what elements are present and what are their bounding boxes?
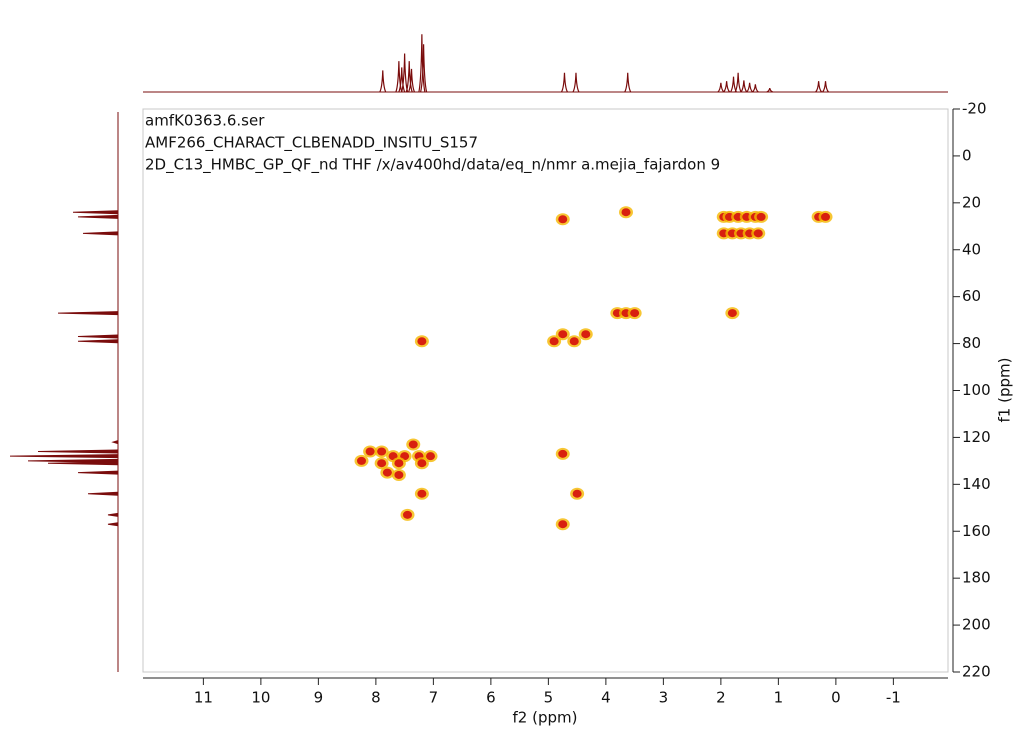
cross-peak [756, 212, 766, 221]
cross-peak [408, 440, 418, 449]
f1-projection-peak [57, 311, 119, 316]
f1-projection-peak [72, 210, 119, 215]
y-tick-label: 180 [962, 569, 991, 587]
f2-projection-peak [405, 61, 413, 93]
cross-peak [558, 449, 568, 458]
header-line: AMF266_CHARACT_CLBENADD_INSITU_S157 [145, 134, 478, 153]
f1-projection-peak [87, 491, 119, 496]
f1-projection-peak [77, 470, 119, 475]
f2-projection-peak [418, 34, 426, 93]
f2-projection-peak [730, 76, 738, 93]
f1-projection-peak [47, 461, 119, 466]
f2-projection-peak [420, 44, 428, 93]
x-tick-label: 4 [601, 689, 611, 707]
f1-projection-peak [82, 231, 119, 236]
cross-peak [426, 452, 435, 461]
cross-peak [621, 208, 631, 217]
f2-projection-peak [740, 80, 748, 93]
f2-projection-peak [752, 84, 759, 93]
y-tick-label: 200 [962, 616, 991, 634]
f1-projection-peak [9, 454, 119, 459]
f2-projection-peak [723, 81, 731, 93]
f1-projection-peak [37, 449, 119, 454]
f2-projection-peak [746, 82, 754, 93]
y-tick-label: 20 [962, 193, 981, 211]
y-tick-label: 100 [962, 381, 991, 399]
cross-peak [377, 459, 387, 468]
cross-peak [382, 468, 392, 477]
header-line: amfK0363.6.ser [145, 112, 265, 130]
f2-projection-peak [717, 82, 725, 93]
y-tick-label: 160 [962, 522, 991, 540]
x-tick-label: 5 [544, 689, 554, 707]
x-tick-label: 7 [429, 689, 439, 707]
cross-peak [417, 337, 427, 346]
f1-projection-peak [111, 440, 119, 445]
f1-projection-peak [107, 522, 119, 527]
cross-peak [394, 470, 404, 479]
f1-projection-peak [77, 334, 119, 339]
x-tick-label: -1 [886, 689, 901, 707]
y-axis-label: f1 (ppm) [996, 358, 1014, 423]
f1-projection-peak [77, 214, 119, 219]
cross-peak [572, 489, 582, 498]
cross-peak [377, 447, 387, 456]
y-tick-label: 80 [962, 334, 981, 352]
f1-projection-peak [107, 512, 119, 517]
f2-projection-peak [815, 81, 823, 93]
x-axis-label: f2 (ppm) [513, 709, 578, 727]
x-tick-label: 11 [194, 689, 213, 707]
cross-peak [558, 215, 568, 224]
cross-peak [417, 459, 427, 468]
cross-peak [549, 337, 559, 346]
cross-peak [630, 309, 640, 318]
cross-peak [394, 459, 404, 468]
cross-peak [357, 456, 366, 465]
f2-projection-peak [560, 72, 569, 93]
cross-peak [569, 337, 579, 346]
f2-projection-peak [407, 68, 416, 93]
f1-projection-peak [77, 339, 119, 344]
header-line: 2D_C13_HMBC_GP_QF_nd THF /x/av400hd/data… [145, 156, 720, 175]
y-tick-label: 140 [962, 475, 991, 493]
x-tick-label: 1 [774, 689, 784, 707]
y-tick-label: 40 [962, 240, 981, 258]
f2-projection-peak [734, 72, 742, 93]
f2-projection-peak [401, 53, 409, 93]
x-tick-label: 3 [659, 689, 669, 707]
x-tick-label: 2 [716, 689, 726, 707]
cross-peak [417, 489, 427, 498]
f2-projection-peak [572, 72, 580, 93]
y-tick-label: 220 [962, 663, 991, 681]
cross-peak [821, 212, 831, 221]
plot-frame [142, 108, 949, 673]
x-tick-label: 8 [371, 689, 381, 707]
f2-projection-peak [379, 70, 387, 93]
cross-peak [558, 330, 568, 339]
cross-peak [753, 229, 763, 238]
x-tick-label: 10 [251, 689, 270, 707]
cross-peak [558, 520, 568, 529]
x-tick-label: 6 [486, 689, 496, 707]
y-tick-label: 120 [962, 428, 991, 446]
cross-peak [727, 309, 737, 318]
cross-peak [365, 447, 375, 456]
y-tick-label: 60 [962, 287, 981, 305]
cross-peak [403, 510, 412, 519]
y-tick-label: -20 [962, 100, 987, 118]
f2-projection-peak [624, 72, 632, 93]
y-tick-label: 0 [962, 146, 972, 164]
x-tick-label: 9 [314, 689, 324, 707]
f2-projection-peak [398, 67, 406, 93]
x-tick-label: 0 [831, 689, 841, 707]
f2-projection-peak [822, 81, 829, 93]
f2-projection-peak [766, 88, 773, 93]
cross-peak [581, 330, 591, 339]
